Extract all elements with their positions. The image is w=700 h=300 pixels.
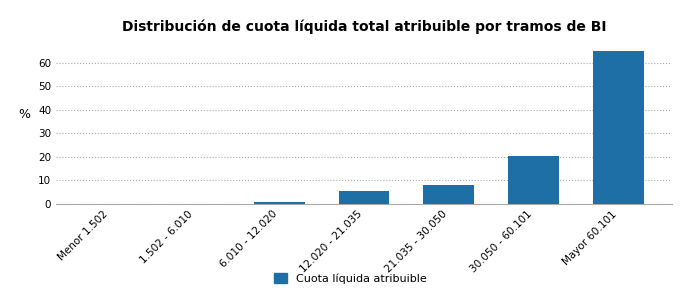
- Y-axis label: %: %: [18, 109, 30, 122]
- Bar: [424, 185, 475, 204]
- Bar: [253, 202, 304, 204]
- Title: Distribución de cuota líquida total atribuible por tramos de BI: Distribución de cuota líquida total atri…: [122, 19, 606, 34]
- Legend: Cuota líquida atribuible: Cuota líquida atribuible: [269, 269, 431, 288]
- Bar: [593, 51, 644, 204]
- Bar: [508, 156, 559, 204]
- Bar: [339, 190, 389, 204]
